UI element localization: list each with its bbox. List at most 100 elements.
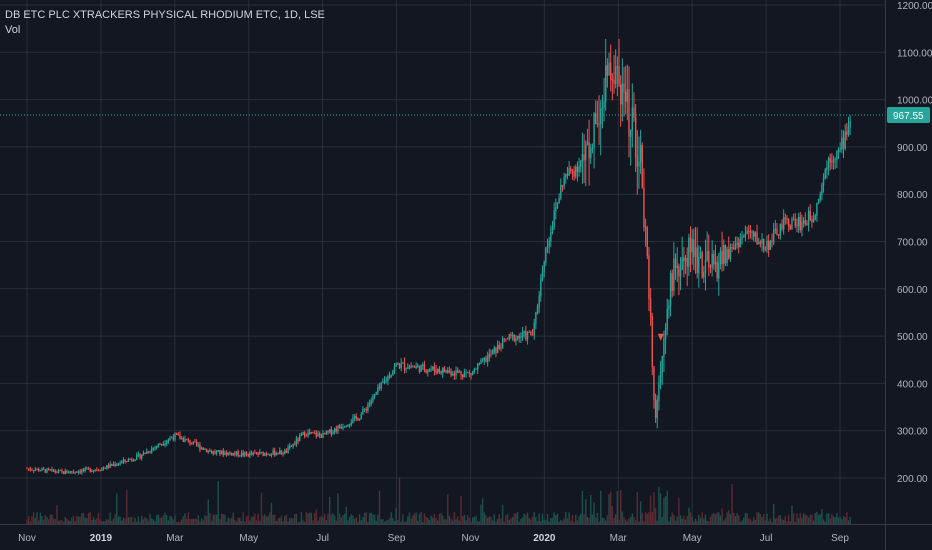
volume-bar <box>719 515 722 524</box>
volume-bar <box>41 515 43 524</box>
y-tick-label: 1100.00 <box>897 48 932 59</box>
volume-bar <box>37 520 40 524</box>
volume-bar <box>66 518 68 524</box>
volume-bar <box>636 492 639 524</box>
volume-bar <box>801 517 803 524</box>
volume-bar <box>827 513 830 524</box>
volume-bar <box>807 517 810 524</box>
volume-bar <box>644 512 647 524</box>
volume-bars <box>26 478 851 524</box>
volume-bar <box>611 505 614 524</box>
volume-bar <box>488 516 491 524</box>
volume-bar <box>195 519 198 524</box>
volume-bar <box>777 515 780 524</box>
volume-bar <box>102 520 105 524</box>
y-tick-label: 1000.00 <box>897 96 932 107</box>
volume-bar <box>500 518 502 524</box>
volume-bar <box>591 514 594 524</box>
x-tick-label: 2020 <box>533 533 556 544</box>
volume-bar <box>729 513 732 524</box>
volume-bar <box>260 492 263 524</box>
volume-bar <box>267 515 269 524</box>
volume-bar <box>841 519 843 524</box>
volume-bar <box>422 521 424 524</box>
volume-bar <box>782 520 785 524</box>
chart-legend: DB ETC PLC XTRACKERS PHYSICAL RHODIUM ET… <box>5 8 325 38</box>
volume-bar <box>392 517 394 524</box>
volume-bar <box>99 519 101 524</box>
volume-bar <box>548 521 550 524</box>
volume-bar <box>787 515 790 524</box>
volume-bar <box>62 521 65 524</box>
volume-bar <box>493 514 495 524</box>
dividend-marker-icon[interactable] <box>657 333 664 341</box>
volume-bar <box>294 513 296 524</box>
volume-bar <box>200 518 203 524</box>
volume-bar <box>382 518 384 524</box>
volume-bar <box>67 520 70 524</box>
volume-bar <box>495 521 497 524</box>
volume-bar <box>224 514 226 524</box>
volume-bar <box>688 507 690 524</box>
volume-indicator-label: Vol <box>5 24 21 36</box>
volume-bar <box>603 518 605 524</box>
volume-bar <box>425 516 427 524</box>
volume-bar <box>122 517 125 524</box>
volume-bar <box>771 521 773 524</box>
volume-bar <box>355 517 357 524</box>
volume-bar <box>141 516 143 524</box>
volume-bar <box>242 512 244 524</box>
volume-bar <box>829 518 831 524</box>
volume-bar <box>167 520 170 524</box>
volume-bar <box>689 512 692 524</box>
volume-bar <box>470 521 472 524</box>
volume-bar <box>284 515 286 524</box>
x-tick-label: Nov <box>462 533 480 544</box>
volume-bar <box>312 520 314 524</box>
volume-bar <box>307 513 309 524</box>
volume-bar <box>237 517 239 524</box>
volume-bar <box>438 513 441 524</box>
volume-bar <box>658 486 660 524</box>
volume-bar <box>475 515 477 524</box>
volume-bar <box>327 513 329 524</box>
volume-bar <box>794 521 796 524</box>
volume-bar <box>279 517 281 524</box>
volume-bar <box>461 516 464 524</box>
volume-bar <box>106 519 108 524</box>
volume-bar <box>450 518 452 524</box>
volume-bar <box>480 504 482 524</box>
volume-bar <box>739 521 742 524</box>
volume-bar <box>137 516 140 524</box>
volume-bar <box>723 520 725 524</box>
volume-bar <box>300 512 303 524</box>
volume-bar <box>490 516 492 524</box>
volume-bar <box>94 519 96 524</box>
volume-bar <box>481 498 484 524</box>
volume-bar <box>595 517 597 524</box>
volume-bar <box>606 515 609 524</box>
volume-bar <box>656 520 658 524</box>
volume-bar <box>639 501 642 524</box>
volume-bar <box>347 520 349 524</box>
volume-bar <box>698 514 700 524</box>
volume-bar <box>478 521 481 524</box>
volume-bar <box>56 505 58 524</box>
volume-bar <box>32 512 35 524</box>
volume-bar <box>337 493 339 524</box>
volume-bar <box>151 518 153 524</box>
volume-bar <box>704 514 707 524</box>
volume-bar <box>711 514 713 524</box>
volume-bar <box>751 520 753 524</box>
volume-bar <box>343 513 346 524</box>
volume-bar <box>844 517 846 524</box>
volume-bar <box>269 512 271 524</box>
volume-bar <box>676 516 678 524</box>
x-tick-label: May <box>239 533 258 544</box>
volume-bar <box>821 509 823 524</box>
volume-bar <box>465 520 467 524</box>
volume-bar <box>96 518 98 524</box>
volume-bar <box>716 512 718 524</box>
volume-bar <box>583 514 585 524</box>
